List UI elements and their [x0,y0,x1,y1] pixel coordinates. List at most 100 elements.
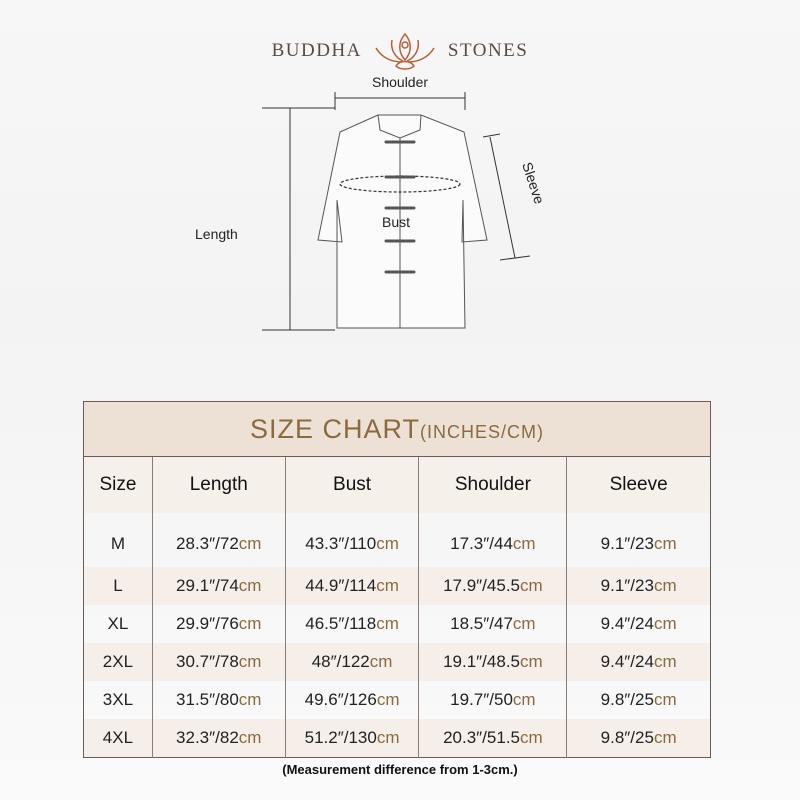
value-text: 9.4″/24 [600,652,654,671]
unit-text: cm [238,728,262,747]
unit-text: cm [653,534,677,553]
table-row: 4XL 32.3″/82cm 51.2″/130cm 20.3″/51.5cm 9.8″… [83,719,711,758]
size-cell: 3XL [102,690,134,709]
table-row: 2XL 30.7″/78cm 48″/122cm 19.1″/48.5cm 9.4″/2… [83,643,711,681]
value-text: 9.8″/25 [600,690,654,709]
title-text: SIZE CHART [249,413,421,444]
value-cell: 9.1″/23cm [566,513,711,567]
value-cell: 17.3″/44cm [418,513,567,567]
value-cell: 31.5″/80cm [151,681,286,719]
value-cell: 9.8″/25cm [566,719,711,758]
value-text: 28.3″/72 [176,534,239,553]
unit-text: cm [653,690,677,709]
header-shoulder: Shoulder [418,456,567,513]
size-cell: 4XL [83,719,153,758]
unit-text: cm [376,576,399,595]
size-cell: L [83,567,153,605]
table-row: L 29.1″/74cm 44.9″/114cm 17.9″/45.5cm 9.1″/2… [83,567,711,605]
table-row: XL 29.9″/76cm 46.5″/118cm 18.5″/47cm 9.4″/24… [84,605,711,643]
value-text: 44.9″/114 [305,576,377,595]
value-cell: 51.2″/130cm [284,719,419,758]
label-shoulder: Shoulder [372,74,429,90]
value-cell: 29.9″/76cm [151,605,286,643]
unit-text: cm [520,728,543,747]
unit-text: cm [653,728,677,747]
measurement-note: (Measurement difference from 1-3cm.) [282,762,518,777]
title-units: (INCHES/CM) [420,421,545,442]
garment-diagram [262,92,531,331]
unit-text: cm [238,534,262,553]
value-text: 29.1″/74 [176,576,239,595]
header-sleeve: Sleeve [566,456,711,513]
unit-text: cm [238,652,262,671]
value-cell: 46.5″/118cm [284,605,419,643]
value-text: 17.3″/44 [450,534,513,553]
unit-text: cm [512,614,536,633]
unit-text: cm [520,652,543,671]
value-text: 17.9″/45.5 [443,576,520,595]
label-bust: Bust [382,214,411,230]
brand-left: BUDDHA [271,40,362,61]
value-text: 19.1″/48.5 [443,652,520,671]
value-text: 19.7″/50 [450,690,513,709]
garment-shirt [317,114,488,329]
header-bust: Bust [284,456,419,513]
value-cell: 30.7″/78cm [151,643,286,681]
lotus-icon [375,32,435,70]
unit-text: cm [376,728,400,747]
value-text: 29.9″/76 [176,614,239,633]
value-cell: 9.1″/23cm [566,567,711,605]
unit-text: cm [653,652,677,671]
table-row: 3XL 31.5″/80cm 49.6″/126cm 19.7″/50cm 9.8″/2… [84,681,711,719]
value-cell: 43.3″/110cm [284,513,419,567]
value-cell: 20.3″/51.5cm [418,719,567,758]
value-text: 9.1″/23 [600,576,654,595]
unit-text: cm [238,690,262,709]
value-text: 9.4″/24 [600,614,654,633]
value-text: 48″/122 [311,652,370,671]
value-cell: 19.1″/48.5cm [418,643,567,681]
value-cell: 17.9″/45.5cm [418,567,567,605]
unit-text: cm [238,614,262,633]
header-length: Length [151,456,286,513]
unit-text: cm [520,576,543,595]
size-cell: XL [107,614,129,633]
value-cell: 29.1″/74cm [151,567,286,605]
unit-text: cm [376,690,400,709]
value-cell: 9.8″/25cm [566,681,711,719]
value-cell: 18.5″/47cm [418,605,567,643]
value-cell: 49.6″/126cm [284,681,419,719]
value-cell: 9.4″/24cm [566,643,711,681]
label-length: Length [195,226,238,242]
unit-text: cm [653,576,677,595]
unit-text: cm [376,614,399,633]
value-cell: 28.3″/72cm [151,513,286,567]
value-text: 46.5″/118 [305,614,377,633]
unit-text: cm [512,690,536,709]
value-text: 18.5″/47 [450,614,513,633]
value-text: 20.3″/51.5 [443,728,520,747]
value-cell: 19.7″/50cm [418,681,567,719]
brand-logo: BUDDHA STONES [0,30,800,72]
header-size: Size [83,456,153,513]
value-cell: 32.3″/82cm [151,719,286,758]
unit-text: cm [376,534,399,553]
value-text: 49.6″/126 [304,690,377,709]
size-cell: 2XL [83,643,153,681]
value-text: 32.3″/82 [176,728,239,747]
value-cell: 44.9″/114cm [284,567,419,605]
value-text: 51.2″/130 [304,728,377,747]
value-text: 30.7″/78 [176,652,239,671]
value-text: 9.8″/25 [600,728,654,747]
unit-text: cm [238,576,262,595]
size-chart-table: SIZE CHART(INCHES/CM) Size Length Bust S… [83,401,711,758]
size-chart-title: SIZE CHART(INCHES/CM) [83,401,711,457]
unit-text: cm [512,534,536,553]
size-cell: M [110,534,126,553]
table-row: M 28.3″/72cm 43.3″/110cm 17.3″/44cm 9.1″/23c… [84,513,711,567]
value-text: 31.5″/80 [176,690,239,709]
brand-right: STONES [447,40,529,61]
unit-text: cm [653,614,677,633]
bust-line [339,175,461,193]
value-text: 43.3″/110 [305,534,377,553]
